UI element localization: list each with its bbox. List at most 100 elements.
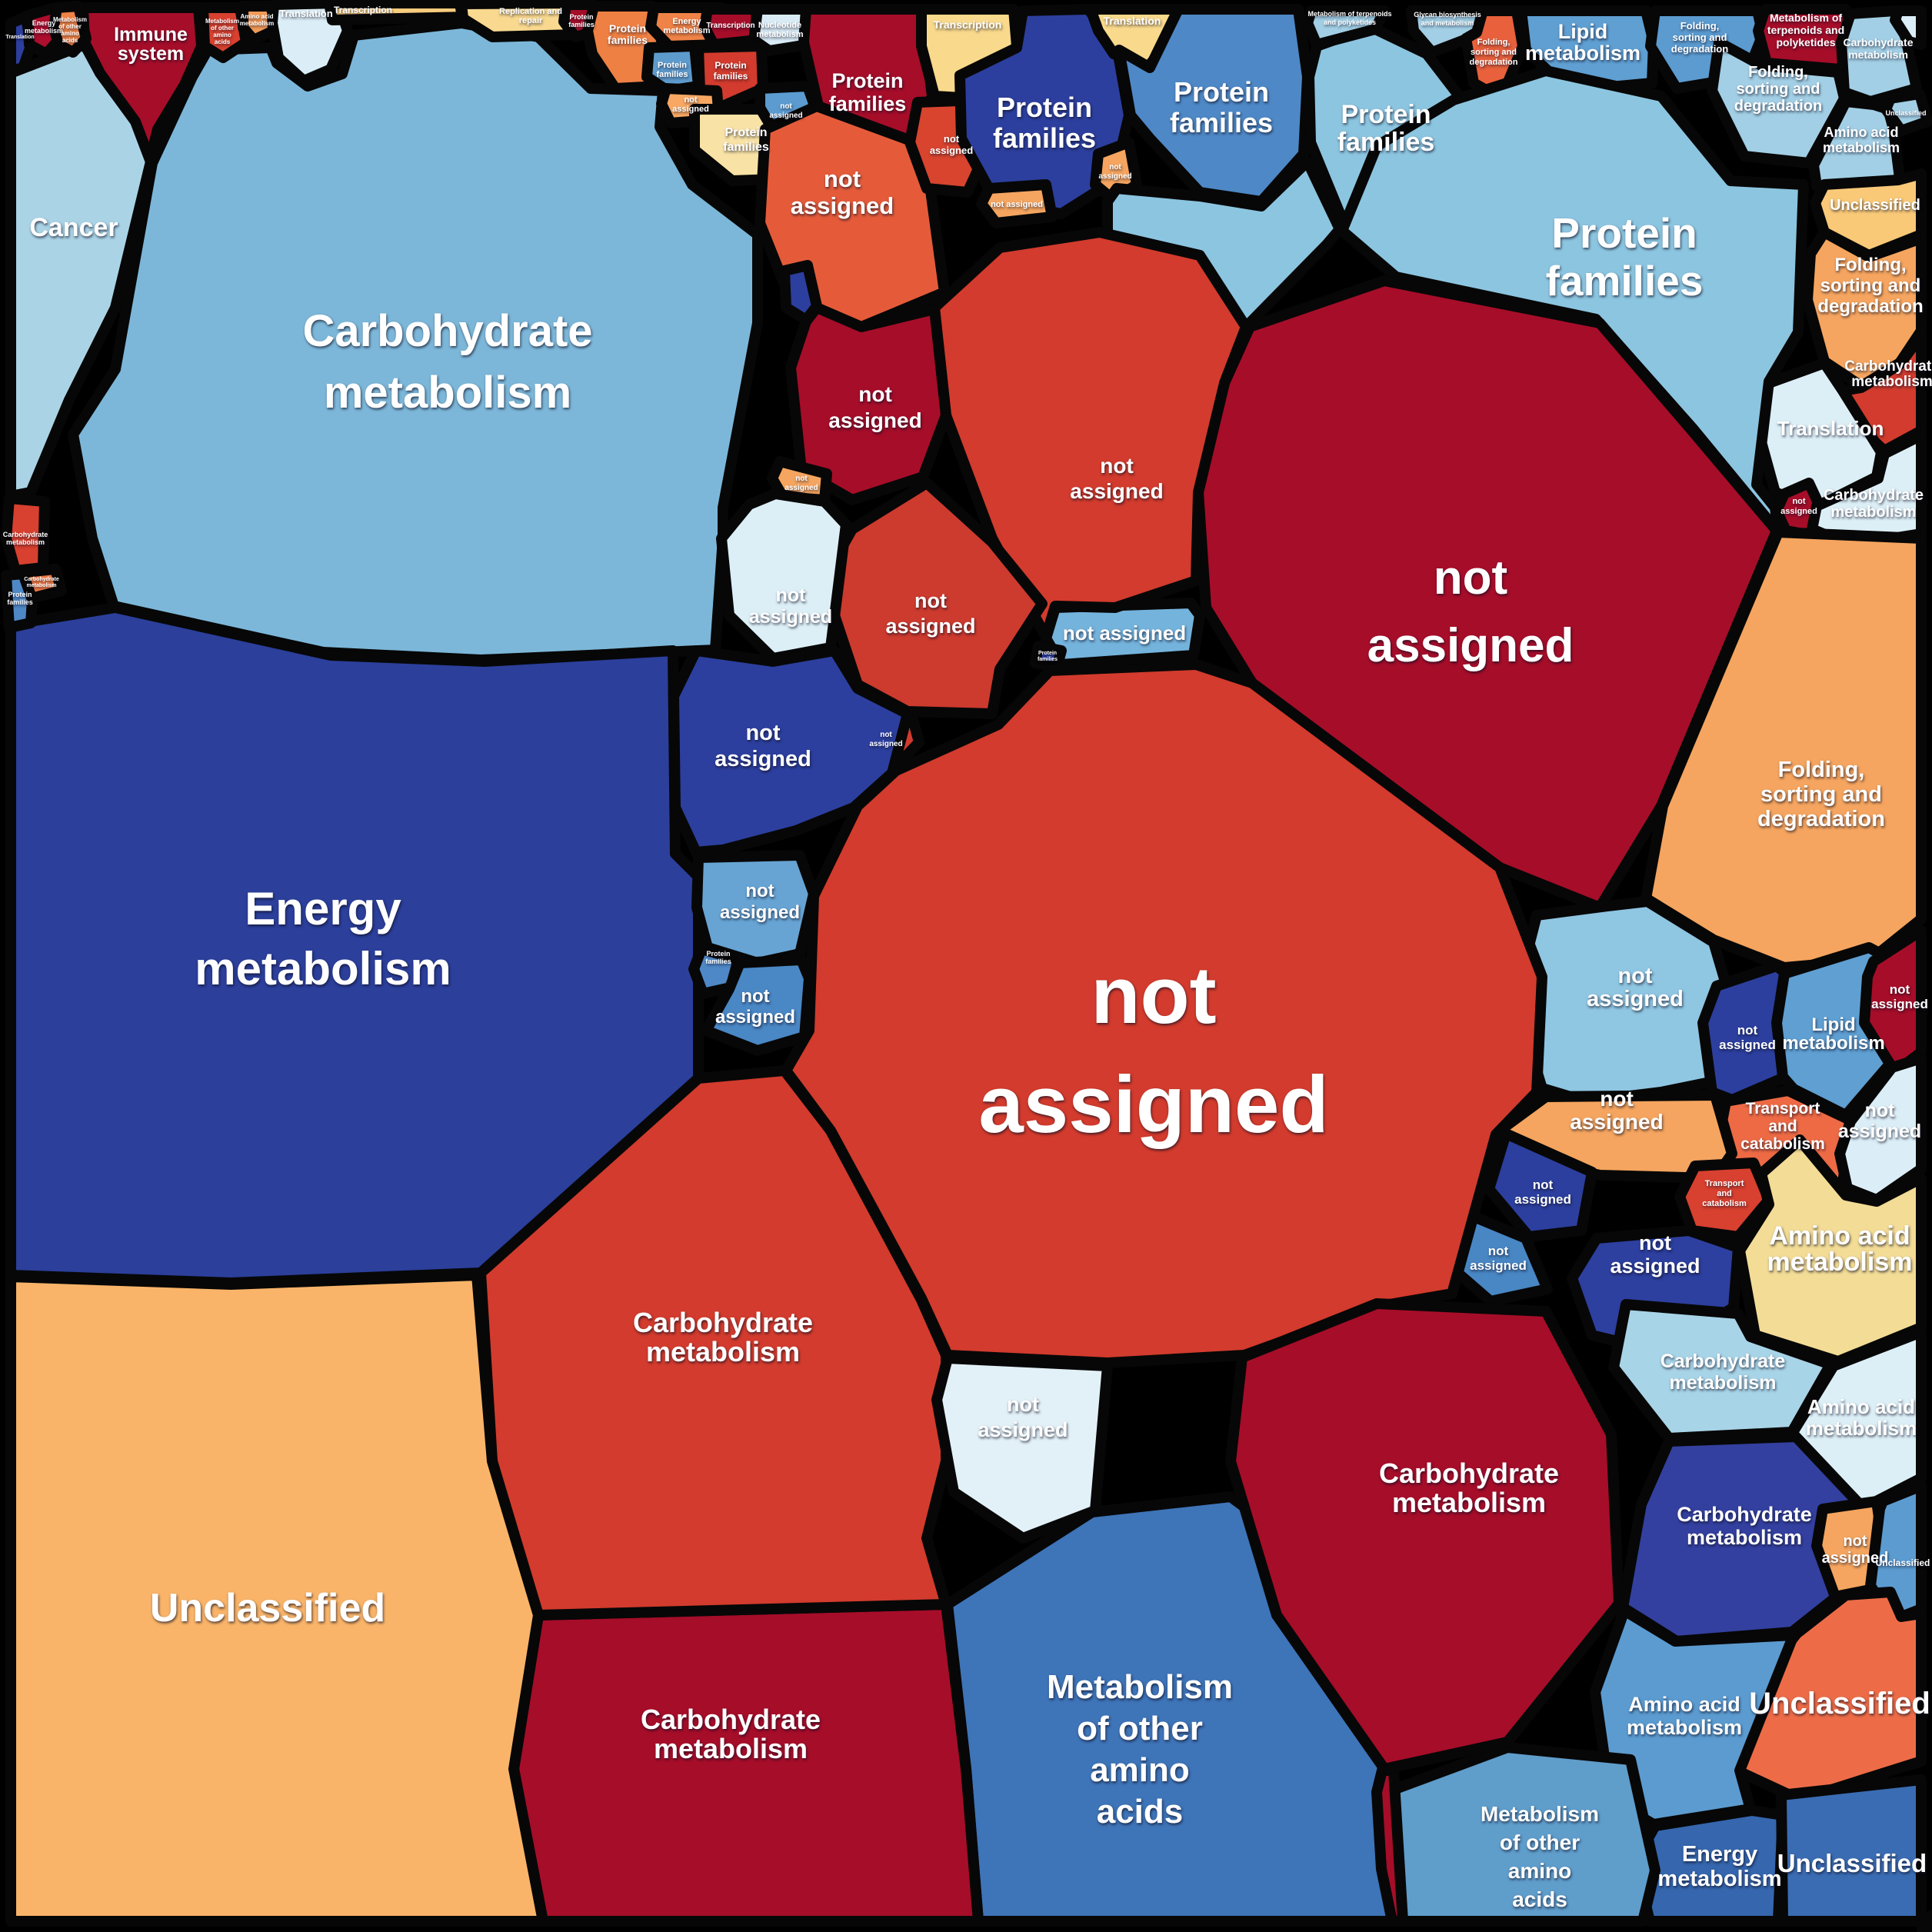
cell-not-assigned-darkblue-hex-label: not (1639, 1231, 1671, 1254)
cell-transport-catabolism-tiny-label: catabolism (1702, 1199, 1747, 1208)
cell-not-assigned-medblue-tiny-top-label: not (780, 102, 792, 111)
cell-protein-families-tiny-strip-label: families (1038, 657, 1058, 662)
cell-carbohydrate-darkred-right[interactable] (1225, 1298, 1624, 1774)
cell-folding-orangered-small-label: degradation (1470, 58, 1518, 67)
cell-metabolism-other-amino-medblue-br-label: acids (1512, 1887, 1567, 1911)
cell-carbohydrate-darkblue-br-label: metabolism (1687, 1526, 1802, 1549)
cell-not-assigned-orange-small-br-label: not (1843, 1533, 1867, 1550)
cell-carbohydrate-lightblue-right-label: metabolism (1670, 1372, 1777, 1394)
cell-transport-catabolism-tiny[interactable] (1674, 1158, 1774, 1242)
cell-not-assigned-giant-red[interactable] (781, 659, 1547, 1368)
cell-metabolism-other-amino-medblue-br-label: amino (1508, 1859, 1571, 1883)
cell-not-assigned-pale-mid-bottom-label: assigned (978, 1418, 1068, 1441)
cell-transport-and-catabolism-label: and (1768, 1118, 1797, 1135)
cell-not-assigned-orangered-cluster-label: assigned (791, 192, 894, 219)
cell-metabolism-other-amino-topleft[interactable] (48, 1, 92, 58)
cell-protein-families-red-small-label: families (714, 71, 748, 82)
cell-not-assigned-red-mid-label: assigned (1070, 479, 1163, 503)
cell-protein-families-steel-tiny-left[interactable] (1, 568, 38, 633)
cell-amino-acid-metabolism-top-label: metabolism (240, 20, 274, 27)
cell-energy-metabolism-big-label: Energy (245, 883, 401, 934)
cell-energy-metabolism-big[interactable] (5, 602, 704, 1288)
cell-protein-families-lightblue-mid-label: families (1337, 128, 1435, 157)
cell-terpenoids-tiny-top[interactable] (1302, 5, 1390, 50)
cell-not-assigned-orange-tiny-mid-label: assigned (784, 484, 818, 492)
cell-not-assigned-steel-col-label: not (741, 986, 769, 1007)
cell-protein-families-steel-big-label: Protein (1174, 76, 1269, 108)
cell-transcription-strip-label: Transcription (334, 5, 392, 15)
cell-replication-and-repair-label: Replication and (499, 7, 562, 16)
cell-protein-families-tiny-strip[interactable] (1030, 641, 1067, 673)
cell-not-assigned-medblue-tiny-top-label: assigned (769, 112, 802, 120)
cell-metabolism-other-amino-medblue-br-label: Metabolism (1481, 1802, 1599, 1826)
cell-nucleotide-metabolism-label: Nucleotide (758, 21, 801, 30)
cell-glycan-biosynthesis[interactable] (1406, 5, 1490, 58)
cell-folding-lightblue-topright-label: Folding, (1748, 64, 1808, 81)
cell-not-assigned-palest-right-label: assigned (1838, 1121, 1921, 1142)
cell-protein-families-orange-top-label: families (608, 34, 648, 46)
cell-lipid-metabolism-top-label: Lipid (1558, 20, 1607, 43)
cell-corner-artifact[interactable] (1917, 1910, 1932, 1932)
cell-not-assigned-darkblue-tiny-b[interactable] (1484, 1128, 1597, 1242)
cell-folding-orange-right-label: degradation (1817, 296, 1923, 317)
cell-not-assigned-pale-mid-bottom-label: not (1007, 1393, 1039, 1416)
cell-translation-tan-top-label: Translation (1104, 15, 1161, 27)
cell-not-assigned-orange-b[interactable] (976, 179, 1058, 228)
cell-not-assigned-lightorange-top-label: not (684, 95, 697, 105)
cell-protein-families-steel-big-label: families (1170, 107, 1273, 138)
cell-not-assigned-darkblue-small-right[interactable] (1697, 961, 1797, 1105)
cell-amino-acid-metabolism-steel-br-label: metabolism (1627, 1716, 1742, 1739)
cell-not-assigned-darkred-mid[interactable] (785, 302, 951, 505)
cell-metabolism-other-amino-topleft-label: of other (58, 23, 82, 30)
cell-amino-lightblue-topright-label: metabolism (1823, 140, 1900, 155)
cell-carbohydrate-metabolism-main-label: Carbohydrate (302, 306, 592, 356)
cell-terpenoids-tiny-top-label: and polyketides (1324, 18, 1376, 26)
cell-nucleotide-metabolism[interactable] (748, 4, 813, 56)
cell-not-assigned-orange-small-br-label: assigned (1822, 1550, 1889, 1567)
cell-not-assigned-steel-col[interactable] (701, 954, 814, 1056)
cell-not-assigned-tiny-red-col-label: assigned (869, 740, 902, 748)
cell-not-assigned-darkblue-col[interactable] (668, 645, 913, 858)
cell-protein-families-big-right-label: Protein (1551, 209, 1697, 257)
cell-not-assigned-orange-mid-right-label: not (1600, 1087, 1634, 1111)
cell-energy-metabolism-orange-top-label: metabolism (663, 26, 710, 35)
cell-not-assigned-orange-tiny-mid-label: not (795, 475, 808, 483)
cell-terpenoids-darkred-topright-label: terpenoids and (1767, 24, 1844, 36)
cell-carbohydrate-pale-right-label: Carbohydrate (1824, 487, 1924, 504)
cell-transport-and-catabolism-label: Transport (1746, 1100, 1820, 1118)
cell-metabolism-other-amino-top2-label: amino (213, 32, 232, 38)
cell-not-assigned-lightorange-top-label: assigned (672, 105, 709, 114)
cell-protein-families-lightblue-mid-label: Protein (1341, 100, 1431, 129)
cell-replication-and-repair[interactable] (456, 0, 579, 42)
cell-folding-orange-big-label: Folding, (1778, 758, 1865, 782)
cell-not-assigned-darkblue-col-label: assigned (715, 747, 811, 771)
cell-not-assigned-darkblue-col-label: not (745, 721, 780, 745)
cell-protein-families-darkblue-big-label: Protein (997, 92, 1092, 123)
cell-carbohydrate-red-right-label: metabolism (1851, 374, 1932, 390)
cell-not-assigned-steel-tiny-label: assigned (1470, 1258, 1527, 1273)
cell-terpenoids-darkred-topright-label: polyketides (1776, 36, 1835, 48)
cell-not-assigned-giant-red-label: assigned (978, 1060, 1328, 1150)
cell-energy-metabolism-br-label: metabolism (1657, 1867, 1781, 1891)
cell-not-assigned-orange-mid-right-label: assigned (1570, 1110, 1663, 1134)
cell-not-assigned-steel-col-label: assigned (715, 1007, 795, 1028)
cell-metabolism-other-amino-top2[interactable] (198, 2, 251, 63)
cell-not-assigned-darkblue-tiny-b-label: assigned (1514, 1192, 1571, 1207)
cell-amino-acid-metabolism-top-label: Amino acid (240, 13, 273, 20)
cell-protein-families-darkred-small-label: families (568, 21, 595, 28)
cell-translation-pale-right-label: Translation (1777, 417, 1884, 440)
cell-darkblue-sliver-mid[interactable] (779, 260, 822, 325)
cell-energy-metabolism-br-label: Energy (1682, 1842, 1757, 1867)
cell-protein-families-tiny-col-label: Protein (706, 950, 730, 958)
cell-not-assigned-palest-col[interactable] (716, 488, 851, 664)
cell-corner-pale-tiny[interactable] (1890, 5, 1927, 50)
cell-protein-families-big-right[interactable] (1337, 65, 1809, 538)
cell-energy-metabolism-topleft-label: Energy (32, 19, 56, 27)
cell-protein-families-steel-small-label: Protein (658, 61, 687, 70)
cell-not-assigned-pale-mid-bottom[interactable] (931, 1353, 1113, 1544)
cell-protein-families-big-right-label: families (1546, 257, 1704, 305)
cell-unclassified-tiny-right[interactable] (1880, 88, 1932, 136)
cell-not-assigned-orangered-cluster-label: not (824, 165, 861, 192)
cell-not-assigned-palest-col-label: assigned (749, 606, 832, 628)
cell-not-assigned-darkred-big-right-label: not (1434, 551, 1507, 605)
